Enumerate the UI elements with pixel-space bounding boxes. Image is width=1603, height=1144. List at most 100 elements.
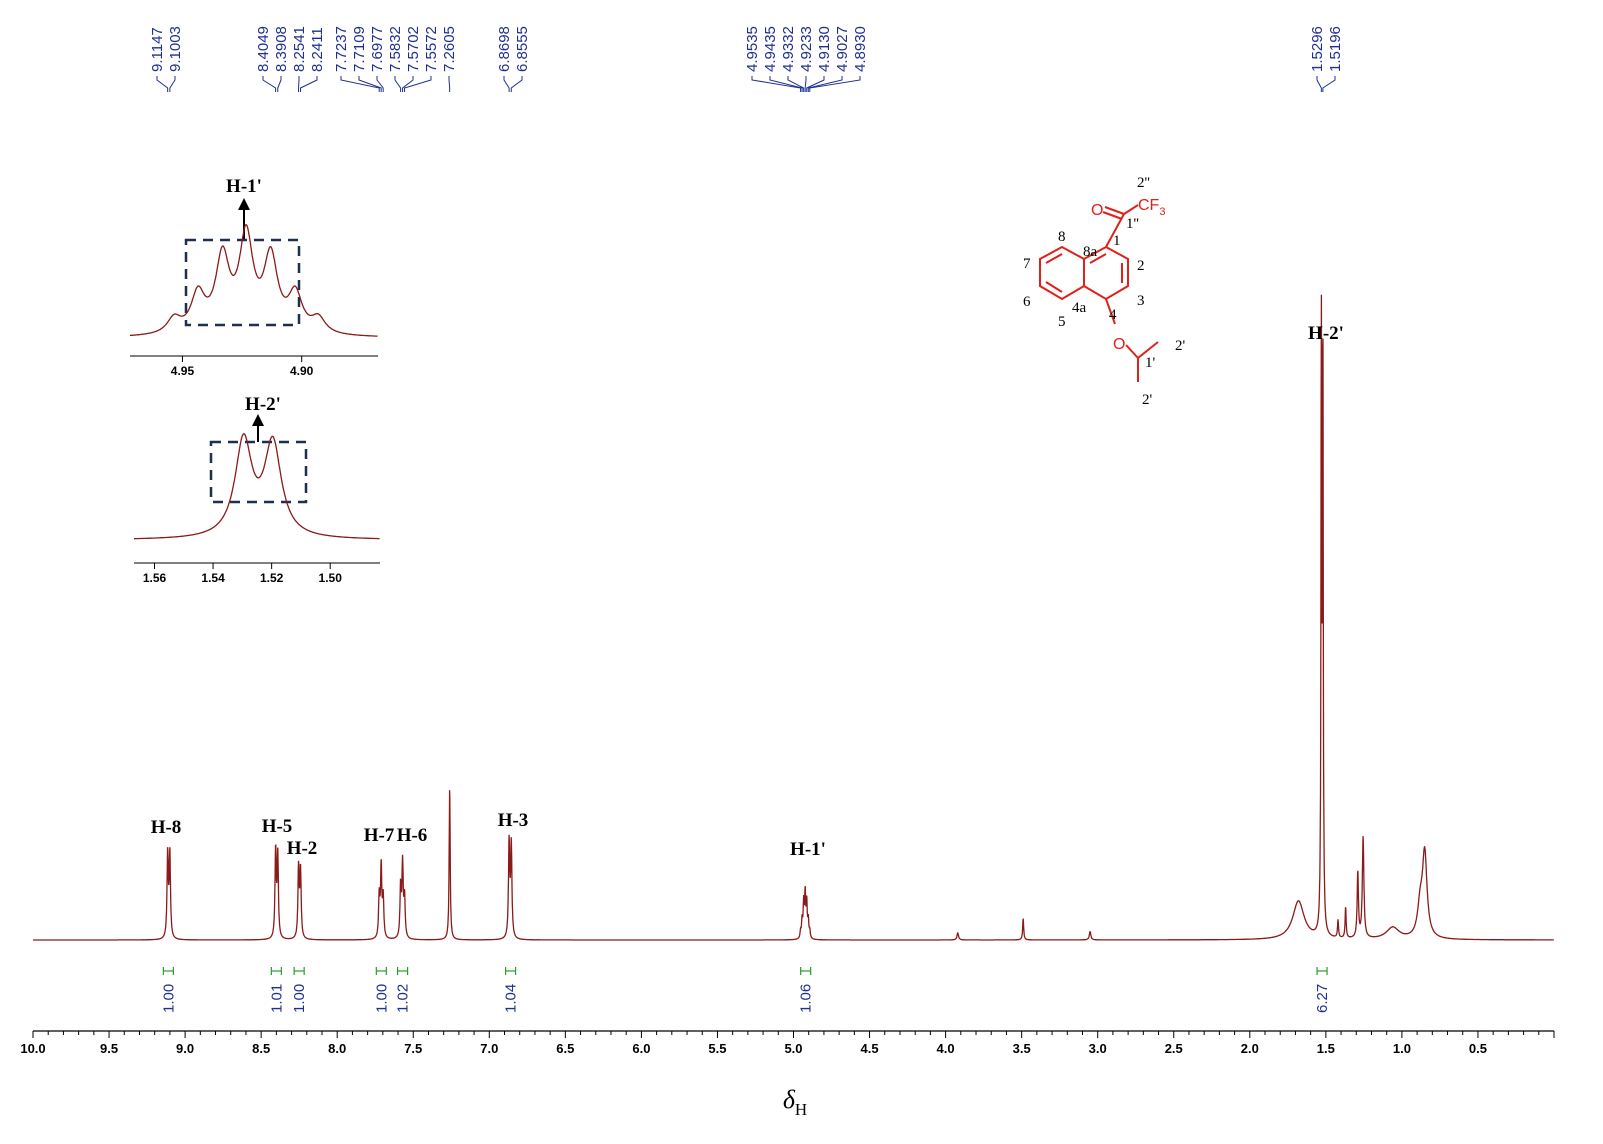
peak-leader-line: [503, 76, 510, 92]
peak-leader-line: [448, 76, 451, 92]
inset-h1-prime: H-1' 4.95 4.90: [130, 176, 378, 378]
peak-shift-label: 4.9130: [816, 26, 833, 72]
peak-leader-line: [510, 76, 523, 92]
integral-value: 1.06: [798, 984, 815, 1013]
x-axis-label-sub: H: [795, 1100, 807, 1119]
inset-h2-prime-ticks: 1.56 1.54 1.52 1.50: [143, 563, 342, 585]
x-tick-label: 9.5: [100, 1041, 118, 1056]
inset-tick-label: 1.50: [319, 571, 343, 585]
peak-assignment-label: H-3: [498, 810, 529, 831]
pos-4: 4: [1109, 307, 1117, 323]
x-tick-label: 7.5: [404, 1041, 422, 1056]
peak-leader-line: [804, 76, 807, 92]
pos-2: 2: [1137, 258, 1145, 274]
c-cf3-bond: [1123, 204, 1139, 215]
cf3-main: CF: [1138, 197, 1160, 214]
integral-value: 1.00: [373, 984, 390, 1013]
peak-leader-line: [769, 76, 803, 92]
peak-shift-label: 7.7237: [333, 26, 350, 72]
peak-shift-label: 4.9027: [834, 26, 851, 72]
pos-2-prime-down: 2': [1142, 392, 1153, 408]
peak-shift-label: 7.5702: [405, 26, 422, 72]
peak-shift-label: 1.5196: [1327, 26, 1344, 72]
peak-leader-line: [809, 76, 861, 92]
pos-4a: 4a: [1072, 300, 1087, 316]
integral-value: 1.01: [268, 984, 285, 1013]
integral-value: 1.04: [503, 984, 520, 1013]
pos-8: 8: [1058, 229, 1066, 245]
peak-assignment-label: H-2': [1308, 323, 1344, 344]
x-tick-label: 1.0: [1393, 1041, 1411, 1056]
inset-h1-prime-box: [184, 238, 301, 327]
peak-leader-line: [340, 76, 380, 92]
integral-value: 6.27: [1314, 984, 1331, 1013]
integral-value: 1.00: [291, 984, 308, 1013]
x-axis-label-delta: δ: [783, 1085, 796, 1114]
spectrum-trace: [33, 294, 1554, 941]
x-tick-label: 8.5: [252, 1041, 270, 1056]
peak-leader-line: [262, 76, 277, 92]
peak-leader-line: [1322, 76, 1336, 92]
peak-leader-line: [807, 76, 843, 92]
pos-1-prime: 1': [1145, 355, 1156, 371]
peak-shift-label: 9.1003: [167, 26, 184, 72]
double-bond: [1045, 253, 1063, 264]
peak-leader-line: [402, 76, 414, 92]
peak-leader-line: [300, 76, 318, 92]
inset-tick-label: 4.90: [290, 364, 314, 378]
inset-h1-prime-ticks: 4.95 4.90: [171, 356, 314, 378]
peak-shift-label: 7.5572: [423, 26, 440, 72]
peak-shift-label: 6.8555: [514, 26, 531, 72]
inset-h1-prime-label: H-1': [226, 176, 262, 197]
peak-leader-line: [376, 76, 384, 92]
peak-shift-label: 9.1147: [149, 27, 166, 72]
x-tick-label: 2.0: [1241, 1041, 1259, 1056]
arrow-head-icon: [252, 414, 264, 426]
carbonyl-oxygen: O: [1091, 202, 1103, 219]
peak-leader-line: [404, 76, 432, 92]
arrow-head-icon: [238, 198, 250, 210]
integral-group: 1.00 1.01 1.00 1.00 1.02 1.04 1.06 6.27: [160, 967, 1331, 1013]
pos-5: 5: [1058, 314, 1066, 330]
x-tick-label: 8.0: [328, 1041, 346, 1056]
x-tick-label: 5.0: [784, 1041, 802, 1056]
inset-h2-prime-box: [209, 440, 308, 504]
inset-tick-label: 4.95: [171, 364, 195, 378]
peak-shift-label: 7.5832: [387, 26, 404, 72]
peak-shift-label: 7.6977: [369, 26, 386, 72]
peak-assignment-label: H-1': [790, 839, 826, 860]
x-tick-label: 4.5: [861, 1041, 879, 1056]
double-bond: [1045, 281, 1063, 293]
c-o-double: [1104, 206, 1125, 215]
inset-h1-prime-trace: [130, 223, 378, 337]
integral-value: 1.02: [395, 984, 412, 1013]
peak-label-group: 9.1147 9.1003 8.4049 8.3908 8.2541 8.2411 7.72…: [149, 26, 1344, 92]
cf3-sub: 3: [1159, 206, 1165, 218]
peak-leader-line: [156, 76, 169, 92]
peak-assignment-label: H-7: [364, 825, 395, 846]
peak-shift-label: 4.8930: [852, 26, 869, 72]
x-tick-label: 3.0: [1089, 1041, 1107, 1056]
peak-shift-label: 8.3908: [273, 26, 290, 72]
molecule-structure: O CF3 O 2'' 1'' 8 8a 1 2 3 4 4a 5 6 7 1'…: [1023, 175, 1186, 408]
pos-3: 3: [1137, 293, 1145, 309]
inset-tick-label: 1.52: [260, 571, 284, 585]
x-tick-label: 3.5: [1013, 1041, 1031, 1056]
x-tick-label: 4.0: [937, 1041, 955, 1056]
x-tick-label: 0.5: [1469, 1041, 1487, 1056]
x-tick-label: 2.5: [1165, 1041, 1183, 1056]
peak-leader-line: [277, 76, 282, 92]
peak-assignment-label: H-6: [397, 825, 428, 846]
peak-shift-label: 8.2541: [291, 26, 308, 72]
x-tick-label: 9.0: [176, 1041, 194, 1056]
peak-shift-label: 4.9535: [744, 26, 761, 72]
peak-shift-label: 8.2411: [309, 27, 326, 72]
inset-tick-label: 1.56: [143, 571, 167, 585]
peak-leader-line: [751, 76, 802, 92]
peak-shift-label: 1.5296: [1309, 26, 1326, 72]
inset-tick-label: 1.54: [201, 571, 225, 585]
inset-h2-prime-trace: [134, 432, 380, 540]
peak-leader-line: [394, 76, 402, 92]
x-tick-label: 10.0: [20, 1041, 45, 1056]
peak-shift-label: 4.9233: [798, 26, 815, 72]
